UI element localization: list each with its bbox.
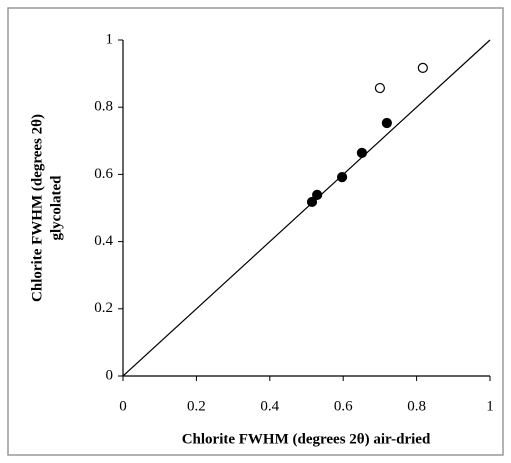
y-tick-label: 0.2 xyxy=(94,300,113,316)
y-tick-label: 0 xyxy=(106,367,114,383)
y-tick-label: 1 xyxy=(106,31,114,47)
y-tick-label: 0.6 xyxy=(94,166,113,182)
y-axis-label: Chlorite FWHM (degrees 2θ) xyxy=(29,114,45,302)
frame xyxy=(7,7,504,456)
x-axis-label: Chlorite FWHM (degrees 2θ) air-dried xyxy=(182,431,431,447)
point xyxy=(417,62,428,73)
y-tick-label: 0.4 xyxy=(94,233,113,249)
point xyxy=(306,196,318,208)
x-tick-label: 0.2 xyxy=(187,398,206,414)
x-tick-label: 1 xyxy=(486,398,494,414)
x-tick-label: 0 xyxy=(119,398,127,414)
point xyxy=(381,117,392,129)
point xyxy=(356,147,368,158)
x-tick-label: 0.6 xyxy=(334,398,353,414)
point xyxy=(374,82,385,94)
point xyxy=(336,171,348,183)
y-tick-label: 0.8 xyxy=(94,99,113,115)
x-tick-label: 0.8 xyxy=(407,398,426,414)
y-axis-label: glycolated xyxy=(48,175,64,241)
one-to-one-line xyxy=(122,39,491,377)
x-tick-label: 0.4 xyxy=(260,398,279,414)
point xyxy=(312,189,323,200)
